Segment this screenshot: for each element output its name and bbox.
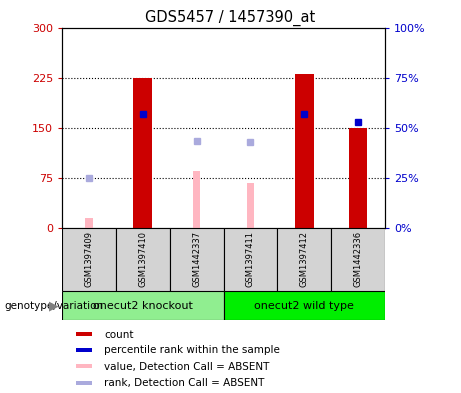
Text: GDS5457 / 1457390_at: GDS5457 / 1457390_at	[145, 10, 316, 26]
Bar	[224, 228, 278, 291]
Text: percentile rank within the sample: percentile rank within the sample	[104, 345, 280, 355]
Bar	[224, 291, 385, 320]
Text: GSM1397409: GSM1397409	[85, 231, 94, 287]
Bar	[116, 228, 170, 291]
Bar	[170, 228, 224, 291]
Text: onecut2 knockout: onecut2 knockout	[93, 301, 193, 310]
Bar	[295, 74, 313, 228]
Bar	[62, 291, 224, 320]
Bar	[331, 228, 385, 291]
Text: GSM1442337: GSM1442337	[192, 231, 201, 287]
Bar	[278, 228, 331, 291]
Text: GSM1442336: GSM1442336	[354, 231, 362, 287]
Text: GSM1397412: GSM1397412	[300, 231, 309, 287]
Bar	[247, 182, 254, 228]
Bar	[193, 171, 201, 228]
Text: value, Detection Call = ABSENT: value, Detection Call = ABSENT	[104, 362, 269, 372]
Bar	[76, 380, 92, 385]
Text: ▶: ▶	[49, 299, 59, 312]
Text: rank, Detection Call = ABSENT: rank, Detection Call = ABSENT	[104, 378, 265, 388]
Bar	[76, 348, 92, 352]
Bar	[349, 128, 367, 228]
Bar	[134, 78, 152, 228]
Bar	[85, 218, 93, 228]
Text: genotype/variation: genotype/variation	[5, 301, 104, 311]
Bar	[76, 364, 92, 368]
Text: GSM1397411: GSM1397411	[246, 231, 255, 287]
Text: onecut2 wild type: onecut2 wild type	[254, 301, 354, 310]
Text: GSM1397410: GSM1397410	[138, 231, 148, 287]
Bar	[62, 228, 116, 291]
Text: count: count	[104, 330, 134, 340]
Bar	[76, 332, 92, 336]
